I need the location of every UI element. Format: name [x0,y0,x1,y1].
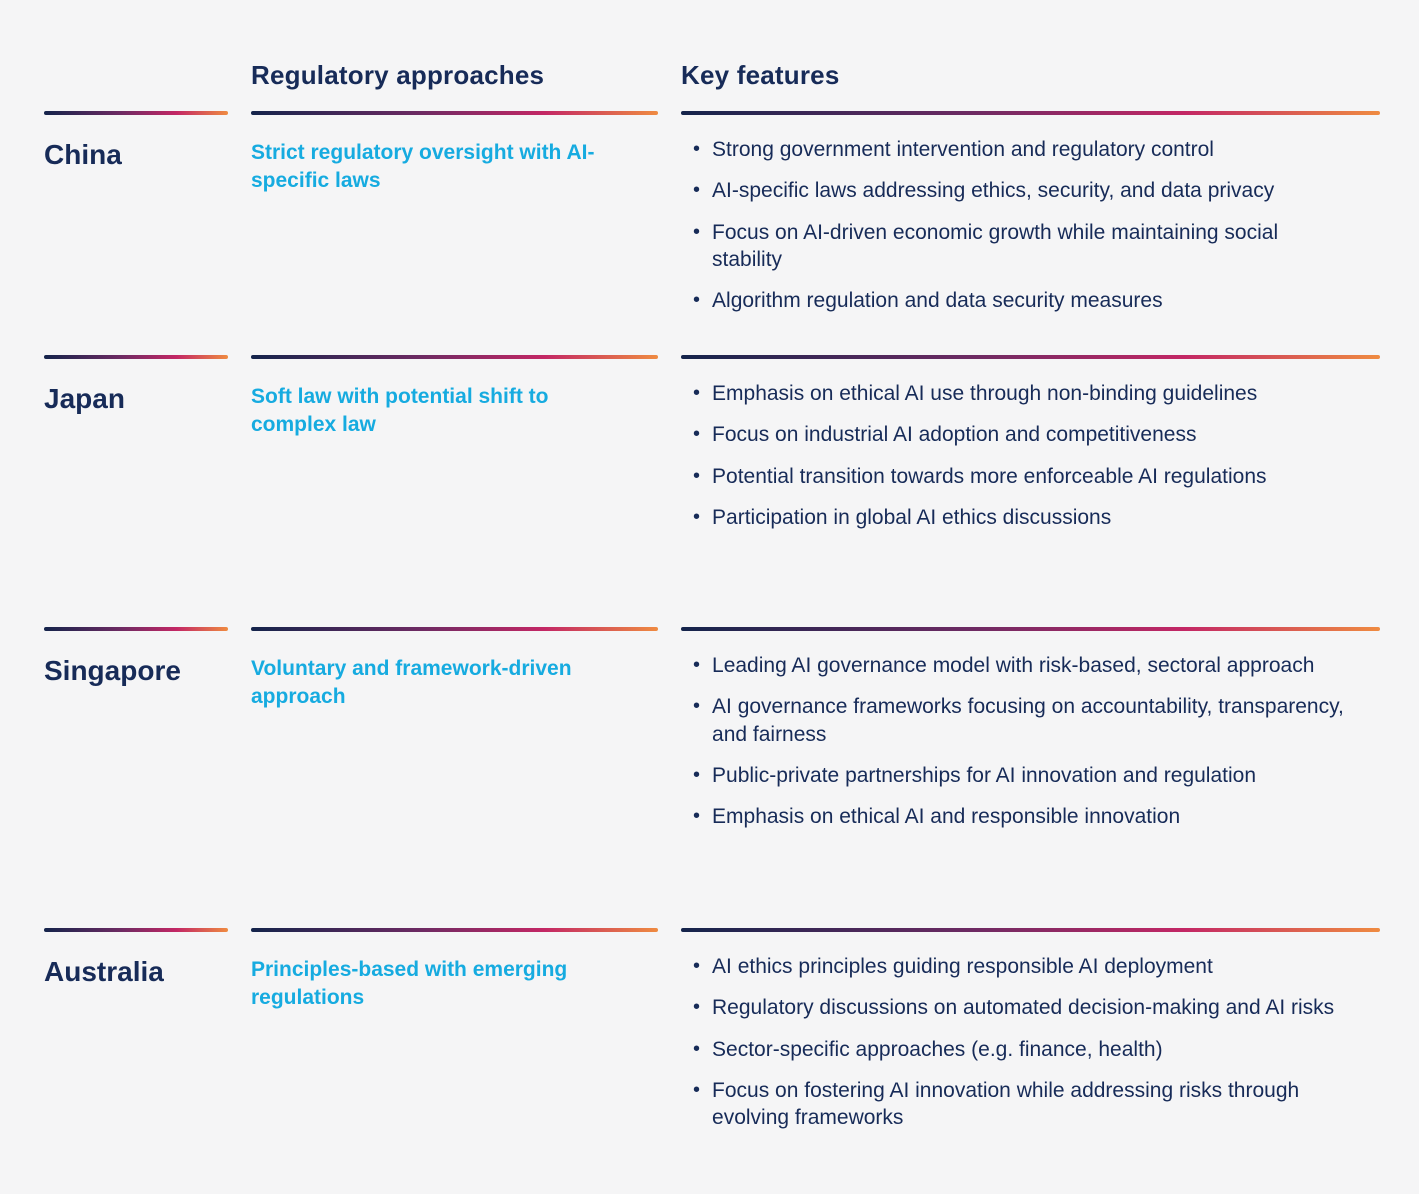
feature-list: • Emphasis on ethical AI use through non-… [681,359,1380,531]
bullet-icon: • [693,220,701,243]
bullet-icon: • [693,505,701,528]
regulatory-approach: Voluntary and framework-driven approach [251,657,572,708]
list-item: • AI-specific laws addressing ethics, sec… [693,177,1353,204]
country-name: Australia [44,956,164,987]
regulatory-approach: Strict regulatory oversight with AI-spec… [251,141,595,192]
column-title-regulatory-approaches: Regulatory approaches [251,60,545,90]
gradient-divider [681,627,1380,631]
table-header: Regulatory approaches Key features [44,60,1380,91]
feature-text: Regulatory discussions on automated deci… [712,996,1335,1020]
country-cell: China [44,111,228,355]
bullet-icon: • [693,996,701,1019]
feature-text: Leading AI governance model with risk-ba… [712,654,1315,677]
bullet-icon: • [693,1037,701,1060]
feature-text: Strong government intervention and regul… [712,138,1214,161]
gradient-divider [44,111,228,115]
list-item: • Sector-specific approaches (e.g. financ… [693,1036,1353,1063]
gradient-divider [44,928,228,932]
country-name: Singapore [44,655,181,686]
gradient-divider [681,928,1380,932]
country-cell: Japan [44,355,228,627]
list-item: • Strong government intervention and regu… [693,136,1353,163]
regulatory-approach: Principles-based with emerging regulatio… [251,958,568,1009]
table-row: Australia Principles-based with emerging… [44,928,1380,1188]
gradient-divider [681,355,1380,359]
approach-cell: Strict regulatory oversight with AI-spec… [251,111,658,355]
feature-text: AI ethics principles guiding responsible… [712,955,1213,978]
feature-text: Emphasis on ethical AI use through non-b… [712,382,1258,405]
bullet-icon: • [693,763,701,786]
country-cell: Australia [44,928,228,1188]
features-cell: • AI ethics principles guiding responsibl… [681,928,1380,1188]
list-item: • AI ethics principles guiding responsibl… [693,953,1353,980]
list-item: • Focus on AI-driven economic growth whil… [693,219,1353,274]
feature-list: • Strong government intervention and regu… [681,115,1380,314]
feature-list: • AI ethics principles guiding responsibl… [681,932,1380,1131]
country-name: Japan [44,383,125,414]
features-cell: • Emphasis on ethical AI use through non-… [681,355,1380,627]
feature-text: Emphasis on ethical AI and responsible i… [712,805,1181,829]
list-item: • Emphasis on ethical AI and responsible … [693,803,1353,830]
feature-text: Focus on industrial AI adoption and comp… [712,423,1197,447]
bullet-icon: • [693,805,701,828]
list-item: • Focus on industrial AI adoption and com… [693,421,1353,448]
table-row: Singapore Voluntary and framework-driven… [44,627,1380,928]
feature-text: Potential transition towards more enforc… [712,464,1267,488]
gradient-divider [44,627,228,631]
gradient-divider [44,355,228,359]
approach-cell: Soft law with potential shift to complex… [251,355,658,627]
table-row: China Strict regulatory oversight with A… [44,111,1380,355]
bullet-icon: • [693,955,701,977]
country-cell: Singapore [44,627,228,928]
feature-text: Focus on AI-driven economic growth while… [712,220,1279,271]
feature-text: Public-private partnerships for AI innov… [712,763,1257,787]
feature-text: Algorithm regulation and data security m… [712,289,1163,313]
feature-text: AI governance frameworks focusing on acc… [712,695,1344,746]
list-item: • Algorithm regulation and data security … [693,287,1353,314]
bullet-icon: • [693,179,701,202]
feature-text: AI-specific laws addressing ethics, secu… [712,179,1275,203]
feature-list: • Leading AI governance model with risk-b… [681,631,1380,830]
bullet-icon: • [693,695,701,718]
column-title-key-features: Key features [681,60,840,90]
gradient-divider [251,627,658,631]
bullet-icon: • [693,1078,701,1101]
list-item: • Participation in global AI ethics discu… [693,504,1353,531]
list-item: • Regulatory discussions on automated dec… [693,994,1353,1021]
bullet-icon: • [693,138,701,160]
bullet-icon: • [693,382,701,404]
country-name: China [44,139,122,170]
list-item: • Potential transition towards more enfor… [693,463,1353,490]
list-item: • Leading AI governance model with risk-b… [693,652,1353,679]
feature-text: Focus on fostering AI innovation while a… [712,1078,1300,1130]
approach-cell: Principles-based with emerging regulatio… [251,928,658,1188]
feature-text: Participation in global AI ethics discus… [712,505,1112,529]
regulatory-approach: Soft law with potential shift to complex… [251,385,549,436]
header-country-spacer [44,60,228,91]
bullet-icon: • [693,423,701,446]
bullet-icon: • [693,654,701,676]
gradient-divider [251,928,658,932]
bullet-icon: • [693,289,701,312]
gradient-divider [251,355,658,359]
gradient-divider [681,111,1380,115]
list-item: • Focus on fostering AI innovation while … [693,1077,1353,1132]
approach-cell: Voluntary and framework-driven approach [251,627,658,928]
features-cell: • Leading AI governance model with risk-b… [681,627,1380,928]
table-row: Japan Soft law with potential shift to c… [44,355,1380,627]
gradient-divider [251,111,658,115]
list-item: • Public-private partnerships for AI inno… [693,762,1353,789]
bullet-icon: • [693,464,701,487]
feature-text: Sector-specific approaches (e.g. finance… [712,1037,1163,1061]
list-item: • AI governance frameworks focusing on ac… [693,693,1353,748]
features-cell: • Strong government intervention and regu… [681,111,1380,355]
list-item: • Emphasis on ethical AI use through non-… [693,380,1353,407]
